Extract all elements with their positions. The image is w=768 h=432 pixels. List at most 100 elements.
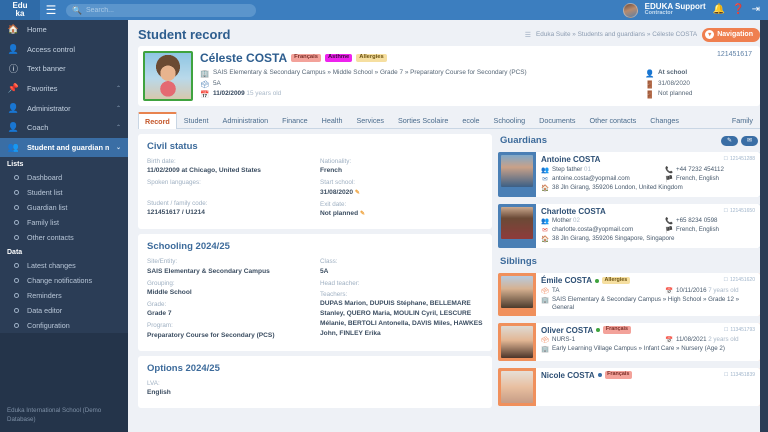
guardian-email[interactable]: antoine.costa@yopmail.com: [552, 174, 630, 182]
page-title: Student record: [138, 27, 231, 42]
sidebar-item-guardian-list[interactable]: Guardian list: [0, 200, 128, 215]
sidebar-item-label: Coach: [27, 123, 49, 133]
sidebar-item-home[interactable]: 🏠 Home: [0, 20, 128, 40]
pencil-icon[interactable]: ✎: [721, 135, 738, 146]
sidebar-item-other-contacts[interactable]: Other contacts: [0, 230, 128, 245]
sibling-name: Nicole COSTA: [541, 370, 595, 380]
sitemap-icon: ☰: [524, 31, 532, 39]
pencil-icon[interactable]: ✎: [354, 189, 360, 196]
tab-services[interactable]: Services: [356, 116, 385, 125]
sidebar-item-coach[interactable]: 👤 Coach ⌃: [0, 118, 128, 138]
avatar[interactable]: [622, 2, 638, 18]
sibling-row-1: 🗳 TA 📅 10/11/2016 7 years old: [541, 287, 755, 296]
guardian-card[interactable]: Antoine COSTA 👥 Step father 01: [498, 152, 760, 197]
sidebar-item-label: Student and guardian man...: [27, 142, 109, 152]
help-icon[interactable]: ❓: [732, 4, 745, 15]
guardian-address: 38 Jln Girang, 359206 Singapore, Singapo…: [552, 235, 675, 242]
lva-value: English: [147, 388, 171, 396]
sidebar: 🏠 Home 👤 Access control ⓘ Text banner 📌 …: [0, 20, 128, 432]
envelope-icon[interactable]: ✉: [741, 135, 758, 146]
tab-other-contacts[interactable]: Other contacts: [589, 116, 637, 125]
eduka-logo[interactable]: Edu ka: [0, 0, 40, 20]
top-bar: Edu ka ☰ 🔍 EDUKA Support Contractor 🔔 ❓ …: [0, 0, 768, 20]
sidebar-item-change-notifications[interactable]: Change notifications: [0, 273, 128, 288]
sidebar-item-dashboard[interactable]: Dashboard: [0, 170, 128, 185]
navigation-button[interactable]: ▾ Navigation: [702, 27, 760, 42]
calendar-icon: 📅: [665, 337, 674, 345]
sidebar-item-reminders[interactable]: Reminders: [0, 288, 128, 303]
sidebar-item-favorites[interactable]: 📌 Favorites ⌃: [0, 79, 128, 99]
guardian-name: Charlotte COSTA: [541, 206, 606, 216]
hamburger-icon[interactable]: ☰: [45, 3, 57, 17]
civil-status-col-left: Birth date: 11/02/2009 at Chicago, Unite…: [147, 157, 310, 221]
sibling-id: ☐ 113451793: [724, 327, 755, 333]
sibling-row-1: 🗳 NURS-1 📅 11/08/2021 2 years old: [541, 336, 755, 345]
student-code-value: 121451617 / U1214: [147, 209, 205, 217]
student-summary-body: Céleste COSTA Français Asthme Allergies …: [200, 51, 755, 101]
guardian-card[interactable]: Charlotte COSTA 👥 Mother 02: [498, 203, 760, 248]
program-value: Preparatory Course for Secondary (PCS): [147, 331, 275, 339]
sibling-card[interactable]: Nicole COSTA Français ☐ 113451839: [498, 367, 760, 406]
sidebar-item-student-list[interactable]: Student list: [0, 185, 128, 200]
schooling-col-right: Class: 5A Head teacher: Teachers: DUPAS …: [320, 257, 483, 342]
options-title: Options 2024/25: [147, 362, 220, 374]
tab-student[interactable]: Student: [183, 116, 209, 125]
sibling-card[interactable]: Oliver COSTA Français 🗳 NURS-1: [498, 322, 760, 361]
sidebar-item-latest-changes[interactable]: Latest changes: [0, 258, 128, 273]
bullet-icon: [14, 308, 19, 314]
tab-sorties-scolaire[interactable]: Sorties Scolaire: [398, 116, 449, 125]
bullet-icon: [14, 235, 19, 241]
sidebar-item-access-control[interactable]: 👤 Access control: [0, 40, 128, 60]
tab-documents[interactable]: Documents: [539, 116, 576, 125]
sidebar-item-family-list[interactable]: Family list: [0, 215, 128, 230]
student-photo[interactable]: [143, 51, 193, 101]
sidebar-subitem-label: Configuration: [27, 321, 70, 331]
guardian-relation: Step father 01: [552, 166, 591, 174]
guardian-email-cell: ✉ antoine.costa@yopmail.com: [541, 175, 661, 184]
tab-health[interactable]: Health: [321, 116, 343, 125]
bullet-icon: [14, 190, 19, 196]
tab-family[interactable]: Family: [731, 116, 753, 125]
home-icon: 🏠: [7, 24, 20, 35]
sidebar-item-text-banner[interactable]: ⓘ Text banner: [0, 59, 128, 79]
bell-icon[interactable]: 🔔: [712, 4, 726, 15]
guardian-name: Antoine COSTA: [541, 155, 601, 164]
main-content: Student record ☰ Eduka Suite » Students …: [128, 20, 768, 432]
sidebar-item-configuration[interactable]: Configuration: [0, 318, 128, 333]
student-detail-right: 👤 At school 🚪 31/08/2020 🚪 Not planned: [645, 69, 755, 101]
sibling-campus: Early Learning Village Campus » Infant C…: [552, 345, 725, 353]
guardian-relation: Mother 02: [552, 217, 580, 225]
pencil-icon[interactable]: ✎: [359, 211, 365, 218]
tab-administration[interactable]: Administration: [222, 116, 269, 125]
schooling-col-left: Site/Entity: SAIS Elementary & Secondary…: [147, 257, 310, 342]
class-icon: 🗳: [200, 79, 210, 89]
tab-finance[interactable]: Finance: [282, 116, 308, 125]
start-school-row: 31/08/2020 ✎: [320, 188, 483, 198]
sibling-row-2: 🏢 Early Learning Village Campus » Infant…: [541, 345, 755, 354]
sidebar-item-administrator[interactable]: 👤 Administrator ⌃: [0, 98, 128, 118]
search-box[interactable]: 🔍: [66, 3, 256, 17]
tab-ecole[interactable]: ecole: [462, 116, 480, 125]
class-label: Class:: [320, 258, 338, 266]
user-info[interactable]: EDUKA Support Contractor: [645, 2, 706, 17]
building-icon: 🏢: [200, 69, 210, 78]
search-input[interactable]: [85, 6, 250, 14]
guardian-row-3: 🏠 38 Jln Girang, 359206 Singapore, Singa…: [541, 235, 755, 244]
status-dot-icon: [594, 278, 599, 283]
guardian-relation-number: 02: [573, 217, 580, 224]
sidebar-subitem-label: Change notifications: [27, 276, 93, 286]
tab-changes[interactable]: Changes: [650, 116, 680, 125]
logout-icon[interactable]: ⇥: [751, 4, 760, 15]
tab-bar: Record Student Administration Finance He…: [138, 112, 760, 129]
chevron-up-icon: ⌃: [115, 86, 121, 93]
exit-date-value: Not planned: [320, 210, 359, 218]
sibling-card[interactable]: Émile COSTA Allergies 🗳 TA 📅: [498, 273, 760, 316]
sidebar-item-data-editor[interactable]: Data editor: [0, 303, 128, 318]
status-badge: Allergies: [601, 276, 630, 285]
sidebar-item-student-guardian-management[interactable]: 👥 Student and guardian man... ⌄: [0, 137, 128, 158]
tab-record[interactable]: Record: [138, 112, 177, 129]
scrollbar[interactable]: [760, 0, 768, 432]
guardian-email[interactable]: charlotte.costa@yopmail.com: [552, 226, 634, 233]
avatar: [501, 206, 533, 239]
tab-schooling[interactable]: Schooling: [493, 116, 526, 125]
